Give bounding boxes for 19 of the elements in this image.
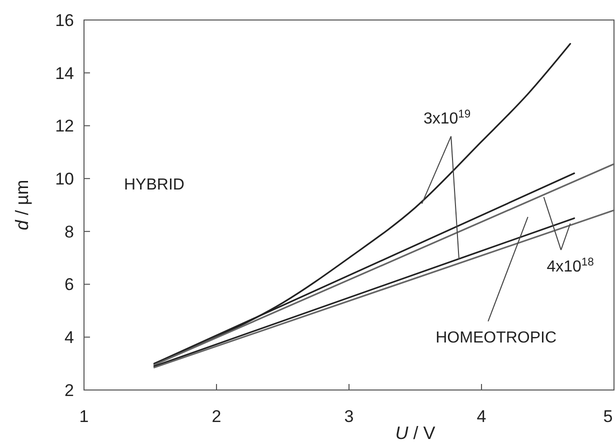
x-axis-title: U / V (395, 423, 436, 443)
annotation: HOMEOTROPIC (436, 330, 557, 347)
x-tick-label: 4 (476, 407, 486, 426)
x-tick-label: 5 (603, 407, 613, 426)
y-tick-label: 4 (64, 328, 74, 348)
y-tick-label: 6 (64, 275, 74, 294)
y-tick-label: 10 (55, 170, 74, 189)
y-tick-label: 8 (64, 222, 74, 242)
x-tick-label: 2 (212, 407, 222, 426)
annotation: 4x10$^{18}$ (546, 256, 594, 276)
x-tick-label: 1 (79, 407, 89, 426)
y-tick-label: 14 (55, 64, 74, 83)
y-axis-title: d / µm (12, 180, 32, 230)
y-tick-label: 16 (55, 10, 74, 30)
y-tick-label: 12 (55, 116, 74, 136)
annotation: HYBRID (124, 176, 184, 194)
y-tick-label: 2 (64, 380, 74, 400)
x-tick-label: 3 (344, 407, 354, 426)
annotation: 3x10$^{19}$ (423, 108, 471, 128)
